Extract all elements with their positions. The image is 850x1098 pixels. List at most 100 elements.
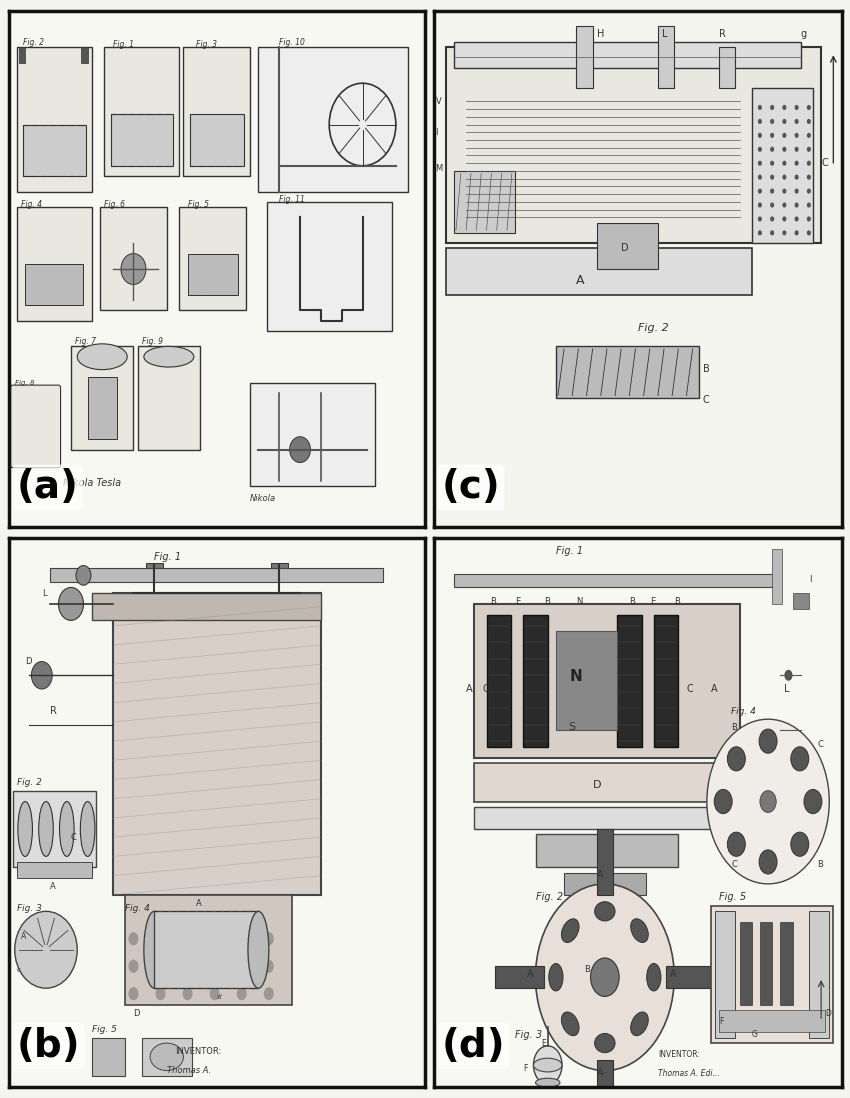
Text: B: B — [544, 597, 550, 606]
Bar — [658, 26, 674, 89]
Circle shape — [785, 725, 792, 736]
Text: Thomas A.: Thomas A. — [167, 1066, 211, 1075]
Circle shape — [782, 189, 786, 193]
Ellipse shape — [144, 347, 194, 367]
Bar — [17, 47, 92, 191]
Text: D: D — [133, 1009, 140, 1018]
Bar — [740, 922, 751, 1005]
Bar — [564, 873, 646, 895]
Bar — [17, 208, 92, 321]
Bar — [125, 895, 292, 1005]
Circle shape — [758, 202, 762, 208]
Circle shape — [770, 216, 774, 222]
Text: F: F — [524, 1064, 528, 1073]
Bar — [524, 615, 547, 747]
Text: R: R — [719, 29, 726, 38]
Text: Fig. 5: Fig. 5 — [719, 893, 746, 903]
Circle shape — [156, 932, 166, 945]
Circle shape — [782, 119, 786, 124]
Bar — [474, 807, 740, 829]
Bar — [105, 47, 179, 176]
Text: B: B — [731, 724, 737, 732]
Circle shape — [770, 133, 774, 138]
Circle shape — [156, 987, 166, 1000]
Circle shape — [770, 202, 774, 208]
Text: N: N — [570, 669, 582, 684]
Text: M: M — [435, 164, 443, 173]
Text: D: D — [592, 780, 601, 789]
Bar — [719, 47, 735, 89]
Bar — [715, 911, 735, 1038]
Circle shape — [807, 119, 811, 124]
Bar — [719, 1010, 825, 1032]
Circle shape — [591, 957, 619, 997]
Circle shape — [790, 832, 808, 856]
Text: A: A — [196, 899, 201, 908]
Text: Fig. 10: Fig. 10 — [279, 37, 305, 46]
Circle shape — [795, 133, 799, 138]
Ellipse shape — [631, 919, 649, 942]
Circle shape — [807, 147, 811, 152]
Bar — [454, 171, 515, 233]
Text: Fig. 7: Fig. 7 — [75, 337, 96, 346]
Text: D: D — [825, 1009, 831, 1018]
Ellipse shape — [647, 964, 661, 990]
Ellipse shape — [536, 1078, 560, 1087]
Text: Fig. 1: Fig. 1 — [155, 552, 181, 562]
Circle shape — [782, 175, 786, 180]
Bar — [92, 1038, 125, 1076]
Text: C: C — [731, 861, 737, 870]
FancyBboxPatch shape — [10, 385, 60, 468]
Bar — [271, 562, 287, 571]
Bar — [146, 562, 162, 571]
Circle shape — [782, 133, 786, 138]
Circle shape — [807, 160, 811, 166]
Circle shape — [264, 987, 274, 1000]
Circle shape — [759, 850, 777, 874]
Bar — [445, 47, 821, 244]
Text: A: A — [466, 684, 473, 694]
Circle shape — [210, 960, 219, 973]
Bar — [486, 615, 511, 747]
Text: INVENTOR:: INVENTOR: — [658, 1050, 700, 1058]
Circle shape — [758, 160, 762, 166]
Bar — [23, 124, 86, 176]
Circle shape — [128, 932, 139, 945]
Circle shape — [536, 884, 674, 1071]
Text: C: C — [821, 158, 828, 168]
Circle shape — [795, 202, 799, 208]
Text: N: N — [576, 597, 582, 606]
Text: Fig. 11: Fig. 11 — [279, 195, 305, 204]
Text: B: B — [629, 597, 635, 606]
Bar — [184, 47, 250, 176]
Text: V: V — [435, 97, 441, 105]
Bar — [258, 47, 408, 191]
Bar — [190, 114, 244, 166]
Circle shape — [758, 105, 762, 110]
Circle shape — [807, 189, 811, 193]
Text: g: g — [801, 29, 807, 38]
Circle shape — [795, 105, 799, 110]
Bar — [26, 264, 83, 305]
Circle shape — [804, 789, 822, 814]
Ellipse shape — [534, 1058, 562, 1072]
Bar — [780, 922, 792, 1005]
Circle shape — [76, 565, 91, 585]
Circle shape — [795, 147, 799, 152]
Circle shape — [758, 175, 762, 180]
Text: C: C — [703, 395, 710, 405]
Text: Fig. 4: Fig. 4 — [125, 905, 150, 914]
Text: A: A — [711, 684, 717, 694]
Circle shape — [128, 960, 139, 973]
Text: G: G — [751, 1030, 757, 1039]
Text: E: E — [515, 597, 520, 606]
Text: A: A — [597, 871, 603, 881]
Circle shape — [795, 160, 799, 166]
Bar — [780, 99, 805, 141]
Circle shape — [770, 160, 774, 166]
Ellipse shape — [144, 911, 165, 988]
Text: H: H — [597, 29, 604, 38]
Text: L: L — [785, 684, 790, 694]
Circle shape — [807, 202, 811, 208]
Bar — [597, 1060, 613, 1098]
